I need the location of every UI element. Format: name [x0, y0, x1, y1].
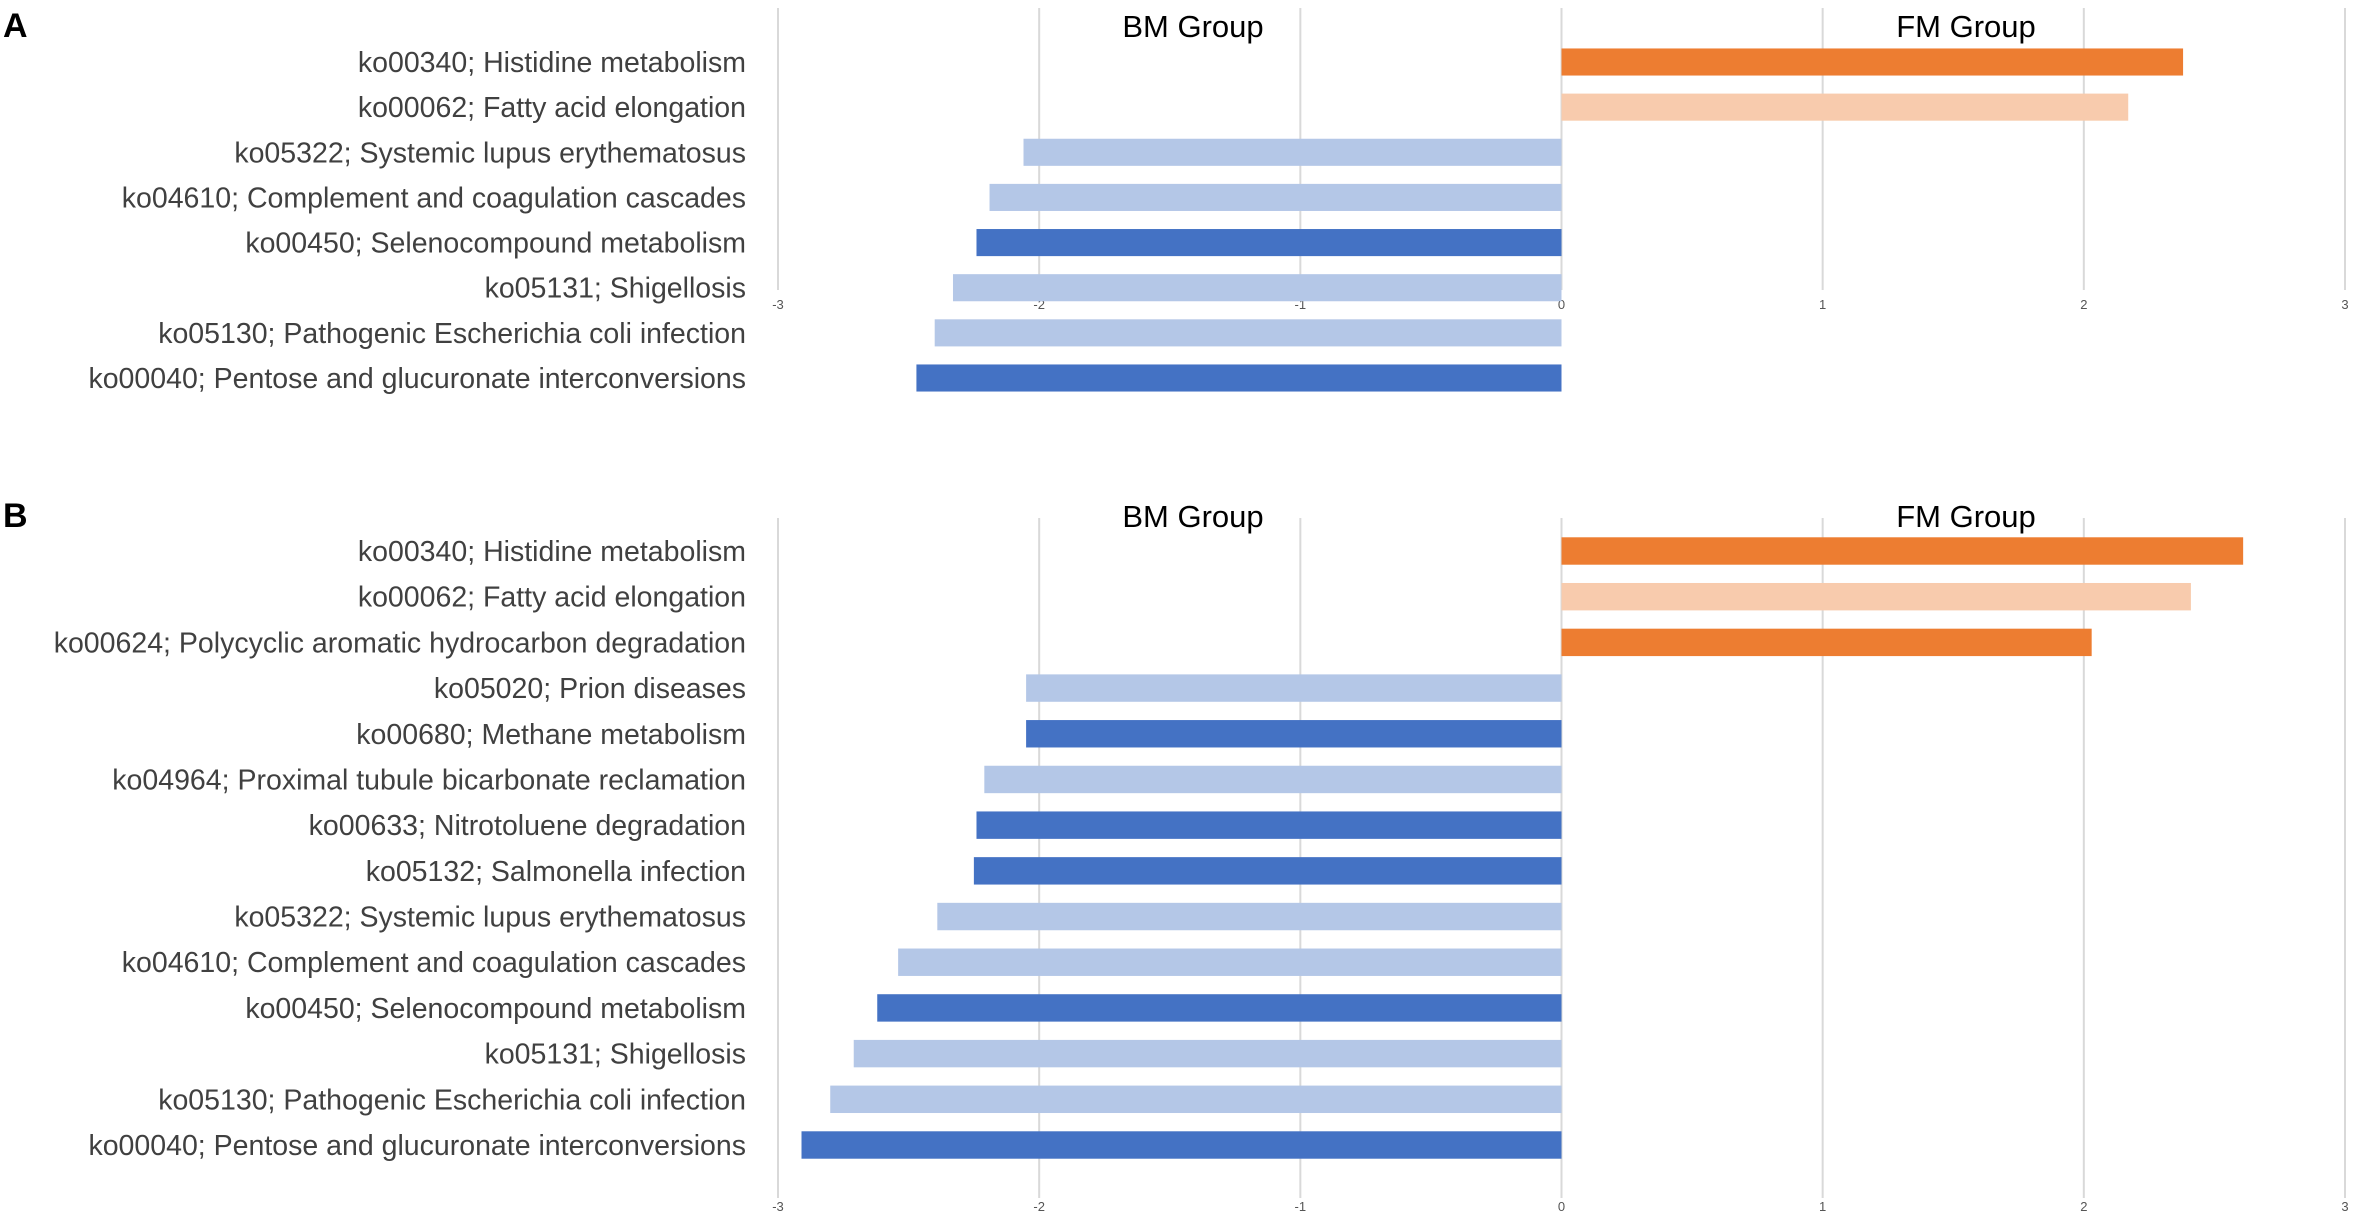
panel-b-x-tick-label: 2 — [2080, 1199, 2087, 1214]
panel-b-bar — [1561, 628, 2092, 657]
panel-b-bar — [830, 1085, 1562, 1114]
panel-b-bar — [973, 857, 1562, 885]
panel-b-category-label: ko00062; Fatty acid elongation — [358, 582, 746, 614]
panel-a-category-label: ko05130; Pathogenic Escherichia coli inf… — [158, 318, 746, 350]
panel-a-letter: A — [3, 7, 28, 45]
panel-a-category-label: ko00040; Pentose and glucuronate interco… — [88, 363, 746, 395]
panel-b-bm-group-label: BM Group — [1122, 499, 1263, 534]
panel-b-x-tick-label: -2 — [1033, 1199, 1045, 1214]
panel-b-letter: B — [3, 497, 28, 535]
panel-a-bar — [1023, 138, 1562, 166]
panel-a-category-label: ko05131; Shigellosis — [485, 273, 746, 305]
panel-a-x-tick-label: -3 — [772, 297, 784, 312]
panel-b-x-tick-label: -3 — [772, 1199, 784, 1214]
panel-a-x-tick-label: -2 — [1033, 297, 1045, 312]
panel-b-category-label: ko00040; Pentose and glucuronate interco… — [88, 1130, 746, 1162]
panel-b-category-label: ko00624; Polycyclic aromatic hydrocarbon… — [54, 627, 746, 659]
panel-b-bar — [984, 765, 1562, 794]
panel-b-bar — [801, 1131, 1562, 1159]
panel-b-bar — [1561, 537, 2244, 565]
panel-a-bm-group-label: BM Group — [1122, 9, 1263, 44]
panel-a-category-label: ko05322; Systemic lupus erythematosus — [234, 137, 746, 169]
panel-b-x-tick-label: 1 — [1819, 1199, 1826, 1214]
panel-b-x-tick-label: -1 — [1295, 1199, 1307, 1214]
panel-b-fm-group-label: FM Group — [1896, 499, 2036, 534]
panel-a-chart: A BM Group FM Group -3 -2 -1 0 1 2 3 ko00340; H… — [3, 7, 2349, 395]
panel-b-bar — [976, 811, 1562, 839]
panel-a-fm-group-label: FM Group — [1896, 9, 2036, 44]
panel-b-category-label: ko05020; Prion diseases — [434, 673, 746, 705]
panel-a-bar — [934, 319, 1562, 347]
panel-b-category-label: ko04964; Proximal tubule bicarbonate rec… — [112, 764, 746, 796]
panel-b-category-label: ko00680; Methane metabolism — [356, 719, 746, 751]
panel-a-bar — [916, 364, 1562, 392]
panel-b-category-label: ko05130; Pathogenic Escherichia coli inf… — [158, 1084, 746, 1116]
panel-b-category-label: ko00340; Histidine metabolism — [358, 536, 746, 568]
panel-a-x-tick-label: 2 — [2080, 297, 2087, 312]
panel-b-bar — [853, 1039, 1562, 1068]
panel-b-bar — [877, 994, 1562, 1022]
panel-a-category-label: ko00450; Selenocompound metabolism — [245, 228, 746, 260]
panel-a-bar — [952, 274, 1562, 302]
panel-a-category-label: ko00062; Fatty acid elongation — [358, 92, 746, 124]
panel-a-x-tick-label: 0 — [1558, 297, 1565, 312]
panel-a-x-tick-label: -1 — [1295, 297, 1307, 312]
panel-a-bar — [1561, 93, 2129, 121]
panel-b-bar — [1026, 674, 1562, 702]
panel-b-bar — [1026, 720, 1562, 748]
panel-b-bar — [1561, 582, 2191, 611]
panel-b-category-label: ko00633; Nitrotoluene degradation — [309, 810, 746, 842]
panel-b-category-label: ko05132; Salmonella infection — [366, 856, 746, 888]
panel-a-bar — [1561, 48, 2184, 76]
panel-b-x-tick-label: 3 — [2341, 1199, 2348, 1214]
panel-b-chart: B BM Group FM Group -3 -2 -1 0 1 2 3 ko00340; H… — [3, 497, 2349, 1214]
panel-a-category-label: ko00340; Histidine metabolism — [358, 47, 746, 79]
panel-b-bar — [898, 948, 1562, 976]
panel-a-category-label: ko04610; Complement and coagulation casc… — [122, 182, 746, 214]
panel-b-bar — [937, 902, 1562, 931]
panel-a-bar — [989, 183, 1562, 211]
panel-b-x-tick-label: 0 — [1558, 1199, 1565, 1214]
panel-b-category-label: ko05131; Shigellosis — [485, 1039, 746, 1071]
panel-b-category-label: ko04610; Complement and coagulation casc… — [122, 947, 746, 979]
panel-b-category-label: ko00450; Selenocompound metabolism — [245, 993, 746, 1025]
panel-a-x-tick-label: 1 — [1819, 297, 1826, 312]
panel-a-bar — [976, 229, 1562, 257]
panel-b-category-label: ko05322; Systemic lupus erythematosus — [234, 902, 746, 934]
panel-a-x-tick-label: 3 — [2341, 297, 2348, 312]
